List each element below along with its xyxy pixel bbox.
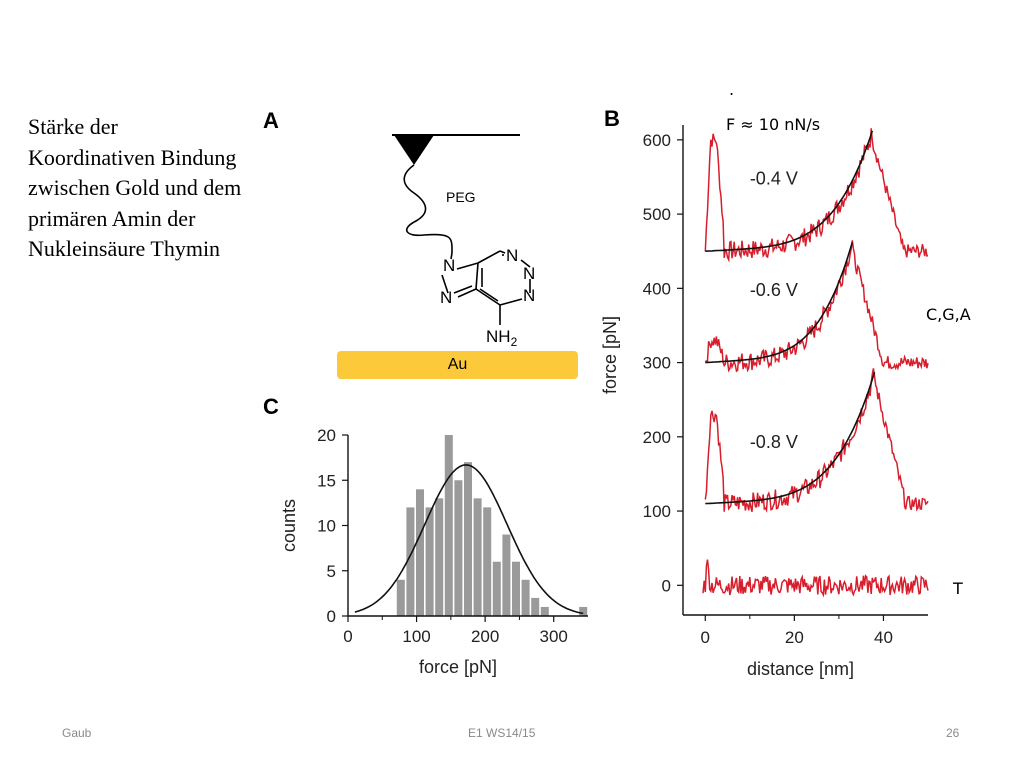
histogram-bar	[454, 480, 463, 616]
x-tick-label: 200	[471, 627, 499, 646]
force-distance-chart: -0.4 V -0.6 V -0.8 V 0 100 200 300 400 500 600 0 20…	[600, 125, 929, 679]
voltage-label: -0.8 V	[750, 432, 798, 452]
amine-label: NH2	[486, 327, 518, 349]
histogram-bar	[531, 597, 540, 616]
histogram-chart: 0 100 200 300 0 5 10 15 20 force [pN] counts	[279, 426, 588, 677]
y-tick-label: 300	[643, 354, 671, 373]
wlc-fit-curve	[705, 242, 854, 364]
gold-surface-bar: Au	[337, 351, 578, 379]
slide-description: Stärke der Koordinativen Bindung zwische…	[28, 114, 242, 261]
y-tick-label: 0	[327, 607, 336, 626]
x-tick-label: 300	[540, 627, 568, 646]
y-tick-label: 20	[317, 426, 336, 445]
y-tick-label: 500	[643, 205, 671, 224]
histogram-bar	[406, 507, 415, 616]
histogram-bar	[540, 606, 549, 616]
footer-author: Gaub	[62, 726, 92, 740]
ring-nitrogen-1: N	[523, 264, 535, 283]
y-axis-label: counts	[279, 499, 299, 552]
x-axis-label: force [pN]	[419, 657, 497, 677]
y-tick-label: 400	[643, 279, 671, 298]
wlc-fit-curve	[705, 371, 876, 505]
wlc-fit-curve	[705, 130, 874, 252]
panel-a-schematic: PEG N N N N N NH2	[392, 134, 535, 349]
x-tick-label: 20	[785, 628, 804, 647]
dot-mark: .	[729, 80, 735, 99]
force-curve-trace	[704, 128, 929, 263]
y-tick-label: 100	[643, 502, 671, 521]
peg-linker	[403, 164, 453, 253]
footer-page-number: 26	[946, 726, 960, 740]
histogram-bar	[435, 498, 444, 616]
histogram-bar	[473, 498, 482, 616]
histogram-bar	[444, 435, 453, 616]
force-curve-trace	[704, 368, 929, 513]
y-tick-label: 15	[317, 471, 336, 490]
ring-nitrogen-9: N	[443, 256, 455, 275]
histogram-bar	[502, 534, 511, 616]
histogram-bar	[492, 561, 501, 616]
ring-nitrogen-3: N	[506, 246, 518, 265]
peg-label: PEG	[446, 189, 476, 205]
histogram-bar	[425, 507, 434, 616]
panel-b-label: B	[604, 106, 620, 131]
footer-course: E1 WS14/15	[468, 726, 536, 740]
histogram-bar	[396, 579, 405, 616]
x-tick-label: 40	[874, 628, 893, 647]
x-tick-label: 0	[343, 627, 352, 646]
y-tick-label: 10	[317, 517, 336, 536]
cantilever-tip	[394, 135, 434, 165]
x-axis-label: distance [nm]	[747, 659, 854, 679]
loading-rate-label: F ≈ 10 nN/s	[726, 115, 821, 134]
force-curve-trace	[704, 240, 929, 373]
histogram-bar	[464, 462, 472, 616]
thymine-label: T	[953, 579, 963, 598]
x-tick-label: 0	[701, 628, 710, 647]
gaussian-fit-curve	[354, 464, 584, 615]
x-tick-label: 100	[402, 627, 430, 646]
y-tick-label: 600	[643, 131, 671, 150]
histogram-bar	[416, 489, 424, 616]
nucleobase-structure	[441, 250, 531, 325]
histogram-bar	[512, 561, 520, 616]
bases-label: C,G,A	[926, 305, 971, 324]
ring-nitrogen-6: N	[523, 286, 535, 305]
y-axis-label: force [pN]	[600, 316, 620, 394]
gold-surface-label: Au	[447, 356, 468, 373]
panel-c-label: C	[263, 394, 279, 419]
histogram-bar	[521, 579, 530, 616]
voltage-label: -0.6 V	[750, 280, 798, 300]
y-tick-label: 5	[327, 562, 336, 581]
force-curve-trace	[702, 559, 929, 598]
panel-a-label: A	[263, 108, 279, 133]
histogram-bar	[483, 507, 492, 616]
ring-nitrogen-7: N	[440, 288, 452, 307]
y-tick-label: 200	[643, 428, 671, 447]
voltage-label: -0.4 V	[750, 168, 798, 188]
y-tick-label: 0	[662, 576, 671, 595]
histogram-bar	[579, 606, 588, 616]
